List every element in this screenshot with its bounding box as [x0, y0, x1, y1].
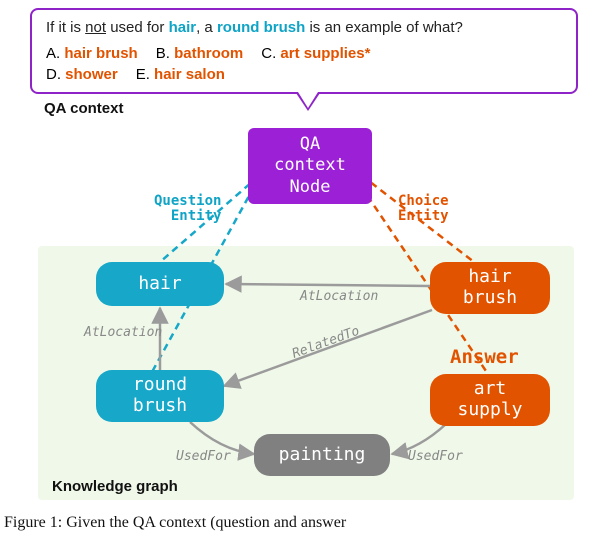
choice-entity-label: Choice Entity	[398, 194, 449, 225]
q-hair: hair	[169, 19, 197, 36]
node-round-brush: round brush	[96, 370, 224, 422]
node-hair-brush: hair brush	[430, 262, 550, 314]
choice-e: E. hair salon	[136, 65, 225, 85]
q-prefix: If it is	[46, 19, 85, 36]
answer-label: Answer	[450, 346, 519, 368]
choice-b: B. bathroom	[156, 44, 244, 64]
choice-a: A. hair brush	[46, 44, 138, 64]
q-not: not	[85, 19, 106, 36]
node-art-supply: art supply	[430, 374, 550, 426]
choice-c: C. art supplies*	[261, 44, 370, 64]
choice-d: D. shower	[46, 65, 118, 85]
choice-row-2: D. shower E. hair salon	[46, 65, 562, 85]
figure-caption: Figure 1: Given the QA context (question…	[4, 514, 346, 532]
choice-row-1: A. hair brush B. bathroom C. art supplie…	[46, 44, 562, 64]
qa-context-box: If it is not used for hair, a round brus…	[30, 8, 578, 94]
q-mid2: , a	[196, 19, 217, 36]
qa-context-node: QA context Node	[248, 128, 372, 204]
node-hair: hair	[96, 262, 224, 306]
kg-label: Knowledge graph	[52, 478, 178, 495]
qa-context-label: QA context	[44, 100, 123, 117]
q-mid1: used for	[106, 19, 169, 36]
q-roundbrush: round brush	[217, 19, 305, 36]
q-suffix: is an example of what?	[305, 19, 463, 36]
node-painting: painting	[254, 434, 390, 476]
speech-pointer-inner	[298, 92, 318, 108]
question-text: If it is not used for hair, a round brus…	[46, 18, 562, 38]
question-entity-label: Question Entity	[154, 194, 221, 225]
